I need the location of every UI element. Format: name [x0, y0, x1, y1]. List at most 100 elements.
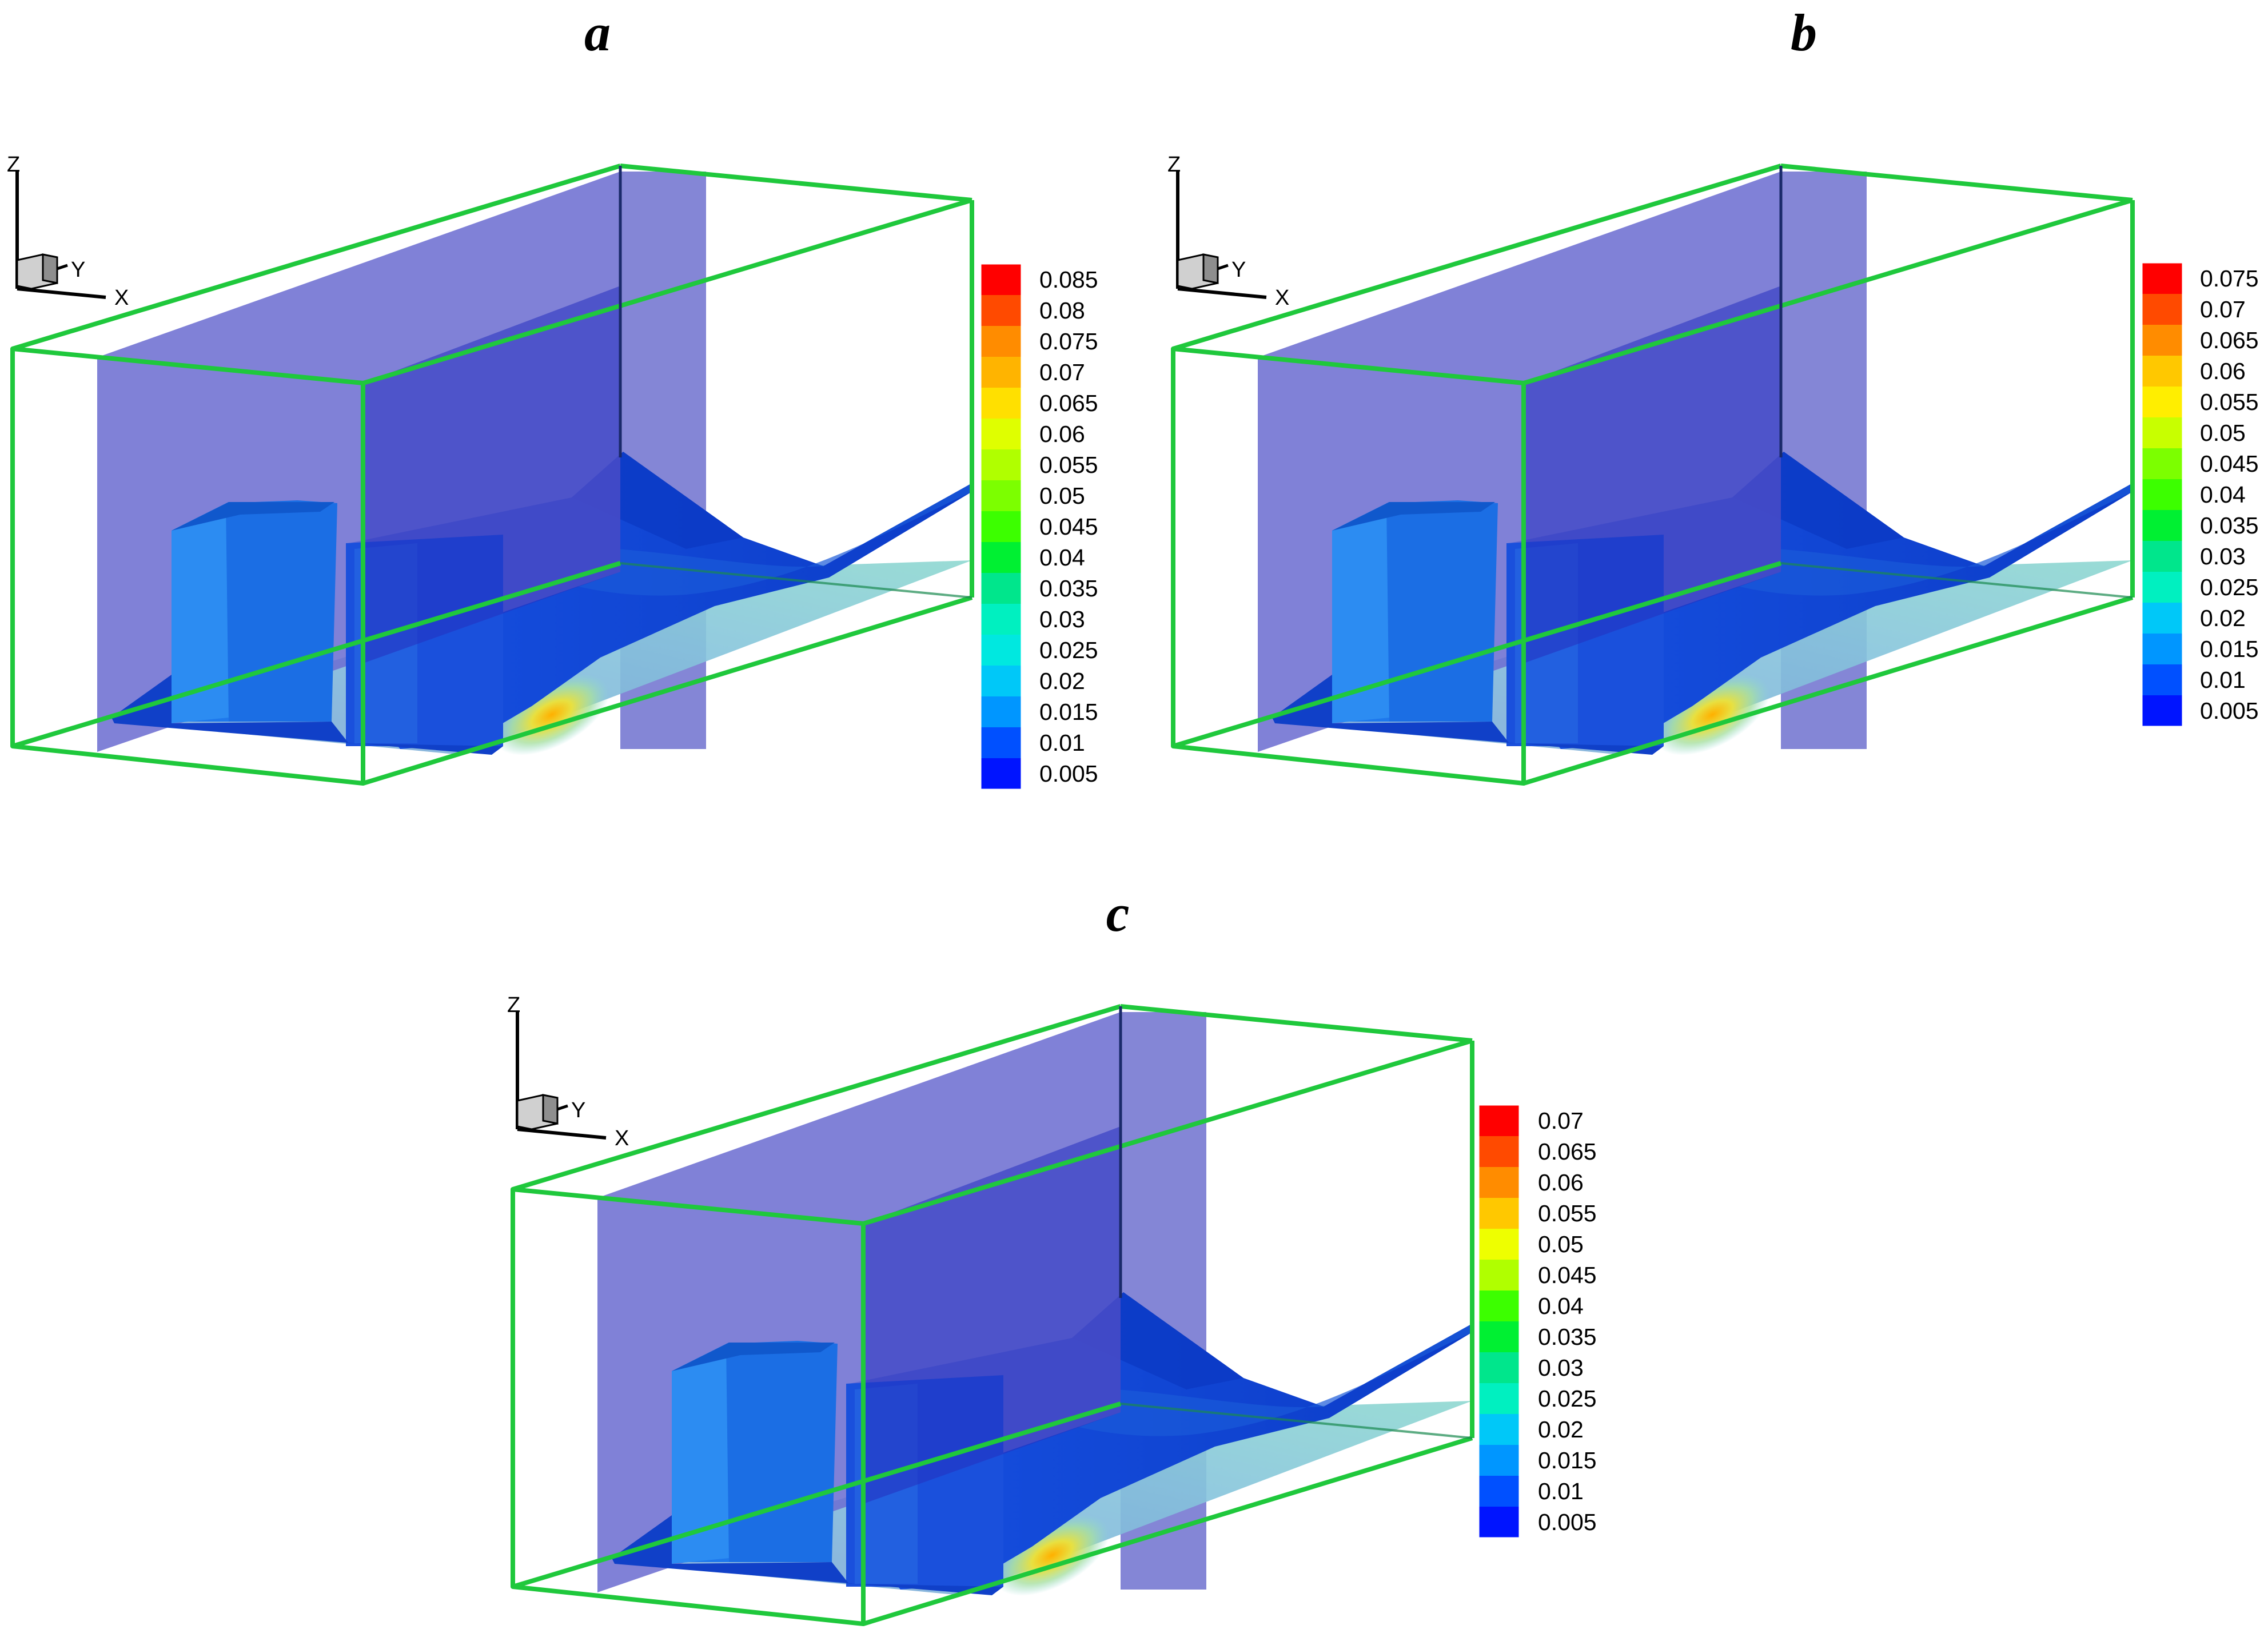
panel-b-legend-tick: 0.03: [2200, 543, 2246, 569]
panel-b-legend-swatch: [2142, 572, 2182, 603]
panel-a-legend-tick: 0.02: [1039, 668, 1085, 694]
panel-c-legend-swatch: [1479, 1383, 1519, 1414]
panel-b-legend-tick: 0.01: [2200, 667, 2246, 693]
panel-c-legend-swatch: [1479, 1167, 1519, 1198]
panel-a-legend-swatch: [981, 264, 1021, 295]
panel-c-legend-tick: 0.065: [1538, 1138, 1597, 1165]
panel-b-legend-swatch: [2142, 664, 2182, 695]
panel-c-legend-tick: 0.03: [1538, 1355, 1584, 1381]
panel-b-legend-tick: 0.05: [2200, 420, 2246, 446]
panel-b-legend-tick: 0.005: [2200, 698, 2259, 724]
panel-a-legend-tick: 0.065: [1039, 390, 1098, 416]
panel-a-legend-tick: 0.035: [1039, 575, 1098, 602]
panel-b-legend-tick: 0.02: [2200, 605, 2246, 631]
panel-b-legend-tick: 0.06: [2200, 358, 2246, 384]
panel-a-axis-z: Z: [7, 153, 20, 177]
panel-b-axis-triad: Z Y X: [1167, 153, 1289, 310]
panel-c-3d-scene: [513, 1006, 1472, 1624]
panel-b-axis-z: Z: [1167, 153, 1181, 177]
panel-c-legend-swatch: [1479, 1321, 1519, 1352]
panel-a-legend-tick: 0.005: [1039, 760, 1098, 787]
panel-b-legend-tick: 0.035: [2200, 512, 2259, 539]
panel-a-legend-swatch: [981, 696, 1021, 727]
panel-b-legend-swatch: [2142, 448, 2182, 479]
panel-a-legend-tick: 0.03: [1039, 606, 1085, 632]
panel-b-axis-y: Y: [1231, 258, 1246, 282]
panel-a-legend-tick: 0.05: [1039, 483, 1085, 509]
panel-c-legend-tick: 0.045: [1538, 1262, 1597, 1288]
panel-a-legend-swatch: [981, 357, 1021, 388]
panel-a-legend-swatch: [981, 542, 1021, 573]
panel-b-legend: 0.075 0.07 0.065 0.06 0.055 0.05 0.045 0.04 0.03…: [2142, 262, 2259, 727]
panel-b-legend-swatch: [2142, 634, 2182, 664]
panel-b-legend-swatch: [2142, 510, 2182, 541]
panel-c-legend-swatch: [1479, 1260, 1519, 1291]
panel-b-legend-swatch: [2142, 541, 2182, 572]
panel-a-legend-frame: [980, 264, 1022, 790]
panel-a-legend-swatch: [981, 419, 1021, 449]
panel-a-legend-swatch: [981, 295, 1021, 326]
panel-a-axis-y: Y: [71, 258, 85, 282]
panel-a-legend-tick: 0.04: [1039, 544, 1085, 571]
panel-b-legend-tick: 0.045: [2200, 451, 2259, 477]
panel-c-legend-tick: 0.06: [1538, 1169, 1584, 1196]
panel-a-legend: 0.085 0.08 0.075 0.07 0.065 0.06 0.055 0.05 0.04…: [980, 264, 1098, 790]
panel-a-legend-swatch: [981, 480, 1021, 511]
panel-c-legend-frame: [1478, 1105, 1520, 1538]
panel-c-legend-tick: 0.055: [1538, 1200, 1597, 1226]
panel-c-legend-swatch: [1479, 1105, 1519, 1136]
panel-a-legend-tick: 0.08: [1039, 297, 1085, 324]
panel-b-legend-swatch: [2142, 325, 2182, 356]
panel-a-label: a: [584, 3, 611, 62]
panel-b-legend-swatch: [2142, 603, 2182, 634]
panel-c-legend-tick: 0.025: [1538, 1385, 1597, 1412]
panel-c-legend-swatch: [1479, 1476, 1519, 1507]
panel-b-legend-tick: 0.07: [2200, 296, 2246, 322]
panel-b-legend-frame: [2142, 262, 2183, 727]
panel-b-legend-swatch: [2142, 387, 2182, 417]
panel-a-legend-tick: 0.045: [1039, 513, 1098, 540]
panel-a: a Z Y X 0.085 0.08 0.075 0.07 0.065 0.06 0.055…: [7, 3, 1098, 790]
panel-c-legend-tick: 0.07: [1538, 1108, 1584, 1134]
panel-a-legend-tick: 0.07: [1039, 359, 1085, 385]
panel-c-legend-tick: 0.01: [1538, 1478, 1584, 1504]
panel-c-axis-x: X: [615, 1126, 629, 1150]
panel-c-legend-tick: 0.015: [1538, 1447, 1597, 1473]
panel-b-legend-swatch: [2142, 417, 2182, 448]
panel-a-legend-swatch: [981, 511, 1021, 542]
panel-b: b Z Y X 0.075 0.07 0.065 0.06 0.055 0.05 0.045…: [1167, 3, 2259, 783]
panel-c-legend-swatch: [1479, 1352, 1519, 1383]
panel-a-legend-tick: 0.075: [1039, 328, 1098, 355]
panel-b-axis-x: X: [1275, 286, 1289, 310]
panel-c-legend-swatch: [1479, 1414, 1519, 1445]
panel-b-legend-swatch: [2142, 263, 2182, 294]
panel-b-label: b: [1791, 3, 1817, 62]
panel-a-legend-swatch: [981, 388, 1021, 419]
panel-b-legend-swatch: [2142, 294, 2182, 325]
panel-b-legend-tick: 0.075: [2200, 265, 2259, 292]
panel-b-3d-scene: [1173, 166, 2133, 783]
panel-a-legend-swatch: [981, 449, 1021, 480]
panel-c-legend: 0.07 0.065 0.06 0.055 0.05 0.045 0.04 0.035 0.03…: [1478, 1105, 1597, 1538]
panel-a-legend-swatch: [981, 326, 1021, 357]
panel-c-label: c: [1106, 884, 1130, 942]
panel-b-legend-tick: 0.065: [2200, 327, 2259, 353]
panel-c-legend-tick: 0.035: [1538, 1324, 1597, 1350]
panel-c-legend-swatch: [1479, 1445, 1519, 1476]
panel-a-legend-tick: 0.015: [1039, 699, 1098, 725]
panel-b-legend-swatch: [2142, 479, 2182, 510]
panel-a-axis-triad: Z Y X: [7, 153, 129, 310]
panel-a-legend-tick: 0.085: [1039, 266, 1098, 293]
panel-a-legend-tick: 0.025: [1039, 637, 1098, 663]
panel-a-3d-scene: [13, 166, 972, 783]
panel-b-legend-swatch: [2142, 695, 2182, 726]
panel-a-legend-swatch: [981, 666, 1021, 696]
panel-b-legend-tick: 0.015: [2200, 636, 2259, 662]
panel-c: c Z Y X 0.070.0650.060.0550.050.0450.040…: [507, 884, 1597, 1624]
panel-a-legend-tick: 0.055: [1039, 452, 1098, 478]
panel-b-legend-swatch: [2142, 356, 2182, 387]
panel-c-legend-swatch: [1479, 1229, 1519, 1260]
panel-c-legend-tick: 0.02: [1538, 1416, 1584, 1443]
panel-c-legend-swatch: [1479, 1507, 1519, 1538]
